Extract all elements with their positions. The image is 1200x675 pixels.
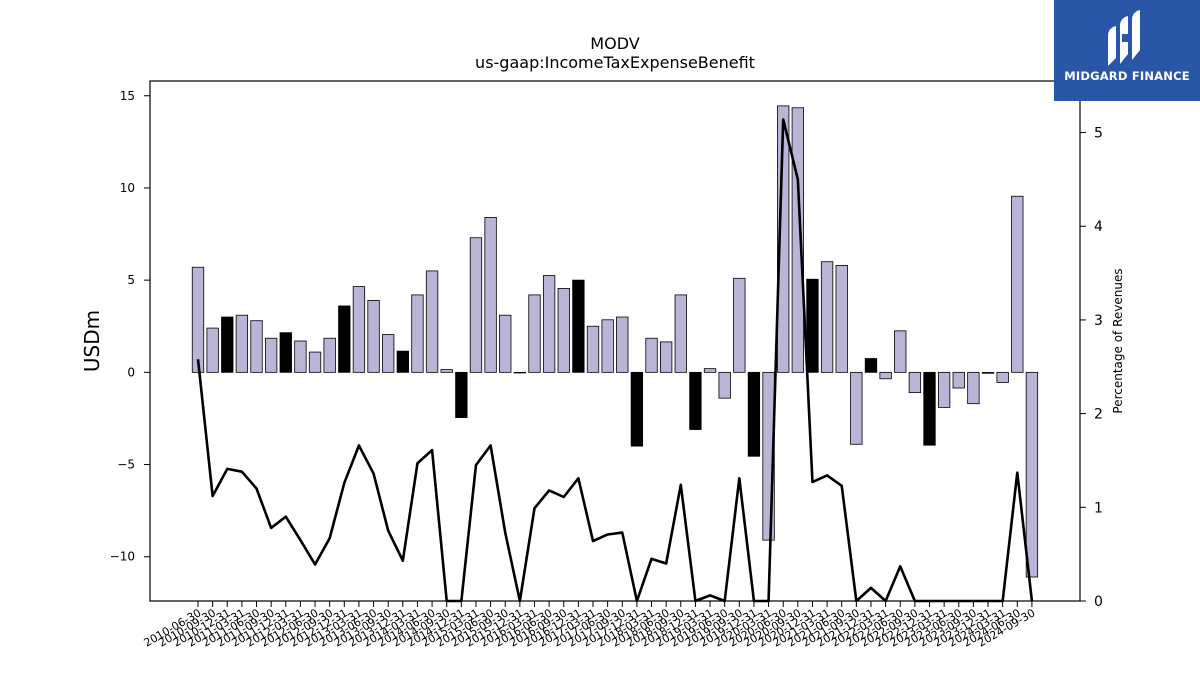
bar-2022-03-31 [879, 371, 892, 380]
y-tick-label: 15 [120, 89, 135, 103]
bar-2023-09-30 [967, 371, 980, 405]
bar-2020-12-31 [806, 278, 819, 373]
bar-2016-12-31 [572, 279, 585, 373]
bar-2016-03-31 [528, 294, 541, 373]
bar-2022-06-30 [894, 330, 907, 373]
midgard-finance-logo: MIDGARD FINANCE [1054, 0, 1200, 101]
bar-2021-06-30 [835, 264, 848, 373]
y-tick-label: 10 [120, 181, 135, 195]
bar-2015-06-30 [484, 217, 497, 373]
bar-2012-09-30 [323, 337, 336, 373]
y-tick-label: 0 [127, 365, 135, 379]
bar-2017-09-30 [616, 316, 629, 373]
bar-2018-09-30 [674, 294, 687, 373]
bar-2019-06-30 [718, 371, 731, 399]
bar-2018-03-31 [645, 337, 658, 373]
y-axis-label: USDm [80, 310, 104, 372]
y2-tick-label: 1 [1094, 500, 1103, 516]
bar-2013-09-30 [382, 334, 395, 373]
bar-2014-06-30 [425, 270, 439, 373]
bar-2019-03-31 [703, 368, 717, 373]
x-axis: 2010-06-302010-09-302010-12-312011-03-31… [142, 601, 1037, 650]
bar-2024-06-30 [1011, 195, 1024, 373]
chart-subtitle: us-gaap:IncomeTaxExpenseBenefit [475, 53, 755, 72]
bar-2015-12-31 [513, 371, 527, 374]
bars-group [191, 105, 1039, 578]
y2-axis-label: Percentage of Revenues [1111, 268, 1125, 413]
chart-title: MODV [590, 34, 639, 53]
bar-2011-06-30 [250, 320, 263, 373]
bar-2021-03-31 [820, 261, 834, 373]
bar-2021-09-30 [850, 371, 863, 445]
bar-2011-03-31 [235, 314, 249, 373]
bar-2010-06-30 [191, 266, 205, 373]
bar-2017-12-31 [630, 371, 644, 447]
logo-text: MIDGARD FINANCE [1064, 69, 1190, 83]
line-group [196, 118, 1034, 603]
y2-tick-label: 3 [1094, 313, 1103, 329]
bar-2015-03-31 [469, 237, 483, 373]
bar-2020-03-31 [762, 371, 775, 541]
bar-2014-12-31 [455, 371, 468, 418]
bar-2020-09-30 [791, 107, 804, 373]
y-axis: 15 10 5 0 −5 −10 [110, 89, 150, 564]
y2-tick-label: 5 [1094, 126, 1103, 142]
bar-2018-06-30 [660, 341, 673, 373]
bar-2023-03-31 [937, 371, 951, 408]
bar-2017-06-30 [601, 319, 614, 373]
y2-tick-label: 2 [1094, 407, 1103, 423]
y2-tick-label: 0 [1094, 594, 1103, 610]
y-tick-label: −10 [110, 550, 135, 564]
bar-2015-09-30 [499, 314, 512, 373]
bar-2019-12-31 [747, 371, 761, 457]
bar-2013-12-31 [396, 350, 409, 373]
y2-tick-label: 4 [1094, 219, 1103, 235]
y-tick-label: 5 [127, 273, 135, 287]
bar-2017-03-31 [586, 325, 600, 373]
bar-2020-06-30 [777, 105, 790, 373]
bar-2016-09-30 [557, 288, 570, 373]
bar-2022-12-31 [923, 371, 936, 446]
bar-2024-09-30 [1025, 371, 1039, 578]
bar-2012-12-31 [338, 305, 351, 373]
bar-2018-12-31 [689, 371, 702, 430]
bar-2021-12-31 [864, 358, 878, 373]
bar-2010-09-30 [206, 327, 219, 373]
bar-2023-06-30 [952, 371, 965, 389]
bar-2013-03-31 [352, 286, 366, 373]
bar-2011-09-30 [264, 337, 278, 373]
y-tick-label: −5 [117, 458, 135, 472]
bar-2012-03-31 [294, 340, 307, 373]
bar-2013-06-30 [367, 300, 380, 373]
bar-2022-09-30 [908, 371, 922, 394]
plot-frame [149, 80, 1081, 602]
bar-2014-09-30 [440, 369, 453, 373]
bar-2010-12-31 [221, 316, 234, 373]
y2-axis: 0 1 2 3 4 5 [1080, 126, 1103, 610]
logo-mark-icon [1108, 10, 1140, 66]
bar-2016-06-30 [542, 275, 556, 373]
bar-2023-12-31 [981, 371, 995, 374]
bar-2011-12-31 [279, 332, 292, 373]
bar-2014-03-31 [411, 294, 424, 373]
bar-2012-06-30 [308, 351, 322, 373]
revenue-percentage-line [196, 118, 1034, 603]
bar-2024-03-31 [996, 371, 1009, 383]
bar-2019-09-30 [733, 277, 746, 373]
